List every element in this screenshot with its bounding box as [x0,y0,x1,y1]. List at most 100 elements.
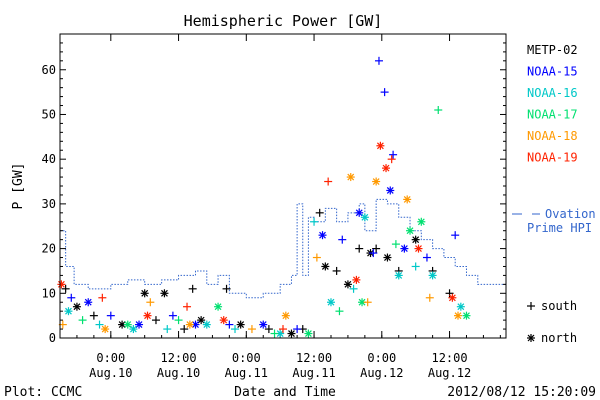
star-marker [406,226,415,235]
star-marker [318,231,327,240]
plus-marker [349,284,358,293]
legend-star-marker [527,334,535,342]
legend-entry: NOAA-17 [527,108,578,122]
x-tick-label-time: 0:00 [96,351,125,365]
marker-stroke [319,231,326,239]
star-marker [372,177,381,186]
plus-marker [222,284,231,293]
star-marker [160,289,169,298]
plus-marker [151,316,160,325]
marker-stroke [214,303,222,311]
plus-marker [67,293,76,302]
marker-stroke [203,321,211,329]
marker-stroke [527,334,535,342]
star-marker [343,280,352,289]
marker-stroke [220,316,228,324]
star-marker [360,213,369,222]
legend-plus-marker [527,302,535,310]
star-marker [219,316,228,325]
footer-timestamp: 2012/08/12 15:20:09 [447,385,596,400]
plus-marker [231,325,240,334]
marker-stroke [65,307,72,315]
plus-marker [338,235,347,244]
marker-stroke [57,280,65,288]
star-marker [135,320,144,329]
x-tick-label-date: Aug.11 [225,366,268,380]
marker-stroke [84,298,92,306]
plus-marker [332,266,341,275]
marker-stroke [197,316,205,324]
plus-marker [387,155,396,164]
plus-marker [279,325,287,334]
star-marker [403,195,412,204]
star-marker [236,320,245,329]
star-marker [202,320,211,329]
x-tick-label-date: Aug.10 [157,366,200,380]
marker-stroke [412,236,420,244]
plus-marker [389,150,398,159]
x-tick-label-date: Aug.10 [89,366,132,380]
plus-marker [95,320,104,329]
star-marker [72,302,81,311]
x-tick-label-date: Aug.12 [360,366,403,380]
chart-title: Hemispheric Power [GW] [184,12,383,30]
x-tick-label-time: 12:00 [296,351,332,365]
marker-stroke [382,164,390,172]
plus-marker [425,293,434,302]
legend-hpi-label: Prime HPI [527,221,592,235]
plus-marker [168,311,177,320]
plus-marker [180,325,189,334]
marker-stroke [372,178,380,185]
star-marker [321,262,330,271]
star-marker [123,320,132,329]
plus-marker [293,325,302,334]
x-tick-label-time: 0:00 [367,351,396,365]
plus-marker [98,293,107,302]
plot-frame [59,33,507,339]
marker-stroke [352,276,360,284]
plus-marker [422,253,431,262]
marker-stroke [276,330,284,337]
marker-stroke [288,330,295,337]
legend-marker-label: south [541,299,577,313]
marker-stroke [463,312,470,320]
marker-stroke [355,209,363,217]
marker-stroke [386,187,394,194]
y-tick-label: 10 [42,286,56,300]
star-marker [462,311,471,320]
marker-stroke [73,303,81,311]
x-axis-label: Date and Time [234,385,336,400]
legend-entry: NOAA-18 [527,129,578,143]
marker-stroke [282,312,290,320]
plus-marker [315,208,324,217]
star-marker [214,302,223,311]
marker-stroke [344,280,352,288]
y-tick-label: 30 [42,197,56,211]
star-marker [281,311,290,320]
plus-marker [270,329,279,338]
marker-stroke [417,218,425,226]
star-marker [448,293,457,302]
star-marker [414,244,423,253]
star-marker [454,311,463,320]
marker-stroke [135,321,143,329]
y-axis-label: P [GW] [11,163,26,210]
x-tick-label-time: 12:00 [160,351,196,365]
marker-stroke [186,321,194,329]
marker-stroke [457,303,465,311]
plus-marker [434,106,443,114]
star-marker [383,253,392,262]
plus-marker [188,284,197,293]
star-marker [143,311,152,320]
plus-marker [374,56,383,65]
plus-marker [312,253,321,262]
marker-stroke [192,321,199,329]
star-marker [346,173,355,182]
star-marker [428,271,437,280]
data-points-layer [57,56,471,338]
plus-marker [335,307,344,316]
star-marker [417,217,426,226]
marker-stroke [118,321,126,329]
plus-marker [369,249,378,258]
